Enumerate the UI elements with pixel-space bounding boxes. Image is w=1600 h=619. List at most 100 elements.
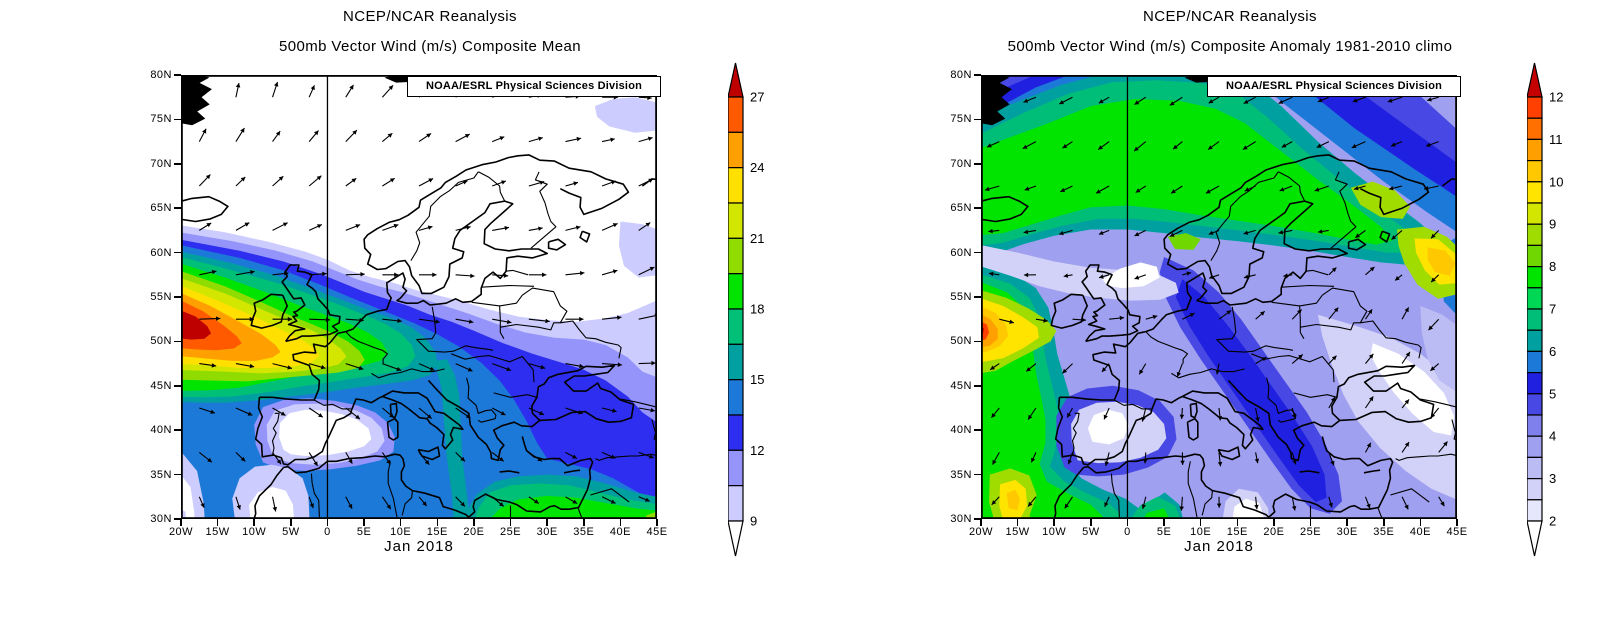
wind-vector-arrowhead <box>1328 502 1333 508</box>
lon-tick <box>1419 519 1422 526</box>
lon-tick-label: 0 <box>324 526 331 538</box>
coastline <box>389 402 398 419</box>
wind-vector-arrowhead <box>648 178 654 183</box>
wind-vector-arrowhead <box>1278 230 1284 235</box>
lon-tick-label: 10E <box>1190 526 1212 538</box>
wind-vector-arrowhead <box>617 362 622 367</box>
contour-fill <box>1167 233 1201 250</box>
wind-vector-arrowhead <box>247 411 253 416</box>
coastline <box>382 390 464 450</box>
wind-vector-arrowhead <box>435 319 440 324</box>
wind-vector-arrowhead <box>428 178 434 183</box>
colorbar-tick-label: 15 <box>750 372 764 387</box>
wind-vector-arrowhead <box>244 222 250 227</box>
country-border <box>1330 171 1357 249</box>
country-border <box>478 171 506 202</box>
wind-vector-arrowhead <box>355 414 360 420</box>
wind-vector-arrowhead <box>1119 315 1125 321</box>
wind-vector-arrowhead <box>278 176 284 181</box>
lon-tick <box>1309 519 1312 526</box>
wind-vector-arrowhead <box>987 143 992 148</box>
colorbar-tick-label: 8 <box>1549 259 1556 274</box>
coastline <box>1268 436 1394 518</box>
wind-vector-arrowhead <box>386 459 391 465</box>
lon-tick <box>1236 519 1239 526</box>
colorbar-cell <box>1527 117 1543 141</box>
colorbar-cell <box>728 379 744 416</box>
country-border <box>1216 306 1294 353</box>
wind-vector-arrowhead <box>325 317 331 322</box>
coastline <box>547 238 567 251</box>
wind-vector-arrowhead <box>427 225 433 230</box>
colorbar-cell <box>1527 456 1543 480</box>
lon-tick <box>290 519 292 526</box>
landmass <box>181 75 212 126</box>
contour-fill <box>1250 75 1457 233</box>
wind-vector-arrowhead <box>250 270 255 275</box>
lat-tick-label: 40N <box>950 424 972 437</box>
coastline <box>1189 402 1198 419</box>
lon-tick-label: 15E <box>1226 526 1248 538</box>
country-border <box>1278 171 1306 202</box>
country-border <box>1145 331 1189 364</box>
wind-vector-arrowhead <box>432 272 437 278</box>
coastline <box>1186 417 1199 441</box>
map-anomaly <box>981 75 1457 519</box>
lat-tick-label: 35N <box>950 468 972 481</box>
lat-tick-label: 35N <box>150 468 172 481</box>
wind-vector-arrowhead <box>573 181 578 186</box>
wind-vector-arrowhead <box>1096 189 1101 194</box>
lat-tick <box>974 207 981 209</box>
wind-vector-arrowhead <box>1353 186 1359 191</box>
lat-tick <box>974 163 981 165</box>
wind-vector-arrowhead <box>313 461 318 466</box>
wind-vector-arrowhead <box>1351 143 1357 148</box>
lat-tick <box>174 340 181 343</box>
lat-tick <box>974 429 981 431</box>
lat-tick <box>174 429 181 431</box>
lat-tick-label: 65N <box>950 202 972 215</box>
country-border <box>1293 392 1338 398</box>
wind-vector-arrowhead <box>348 503 353 509</box>
lon-tick <box>363 519 365 526</box>
wind-vector-arrowhead <box>1179 506 1184 511</box>
lon-tick <box>1126 519 1129 526</box>
coastline <box>181 195 229 223</box>
wind-vector-arrowhead <box>240 128 245 133</box>
country-border <box>371 368 445 379</box>
lat-tick <box>974 473 981 476</box>
wind-vector-arrowhead <box>240 456 246 462</box>
colorbar-over-triangle <box>728 62 744 98</box>
colorbar-tick-label: 12 <box>1549 90 1563 105</box>
coastline <box>981 195 1029 223</box>
wind-vector-arrowhead <box>287 316 292 322</box>
coastline <box>1441 178 1457 187</box>
coastline <box>283 453 470 518</box>
wind-vector-arrowhead <box>1333 307 1339 313</box>
wind-vector-arrowhead <box>1369 266 1375 272</box>
country-border <box>416 306 494 353</box>
lat-tick-label: 45N <box>150 379 172 392</box>
colorbar-tick-label: 9 <box>750 514 757 529</box>
lat-tick <box>974 296 981 298</box>
wind-vector-arrowhead <box>462 180 468 185</box>
wind-vector-arrowhead <box>1028 501 1033 507</box>
landmass <box>981 75 1012 126</box>
lon-tick-label: 40E <box>1409 526 1431 538</box>
wind-vector-arrowhead <box>1426 142 1431 147</box>
colorbar-cell <box>1527 350 1543 374</box>
country-border <box>595 453 657 461</box>
colorbar-tick-label: 5 <box>1549 386 1556 401</box>
lat-tick-label: 30N <box>950 513 972 525</box>
wind-vector-arrowhead <box>1143 459 1148 464</box>
wind-vector-arrowhead <box>1208 99 1214 104</box>
wind-vector-arrowhead <box>310 85 315 91</box>
wind-vector-arrowhead <box>1176 371 1181 377</box>
colorbar-cell <box>1527 159 1543 183</box>
wind-vector-arrowhead <box>651 360 656 366</box>
colorbar-tick-label: 21 <box>750 231 764 246</box>
wind-vector-arrowhead <box>1216 503 1222 508</box>
country-border <box>271 412 280 456</box>
wind-vector-arrowhead <box>650 407 655 413</box>
